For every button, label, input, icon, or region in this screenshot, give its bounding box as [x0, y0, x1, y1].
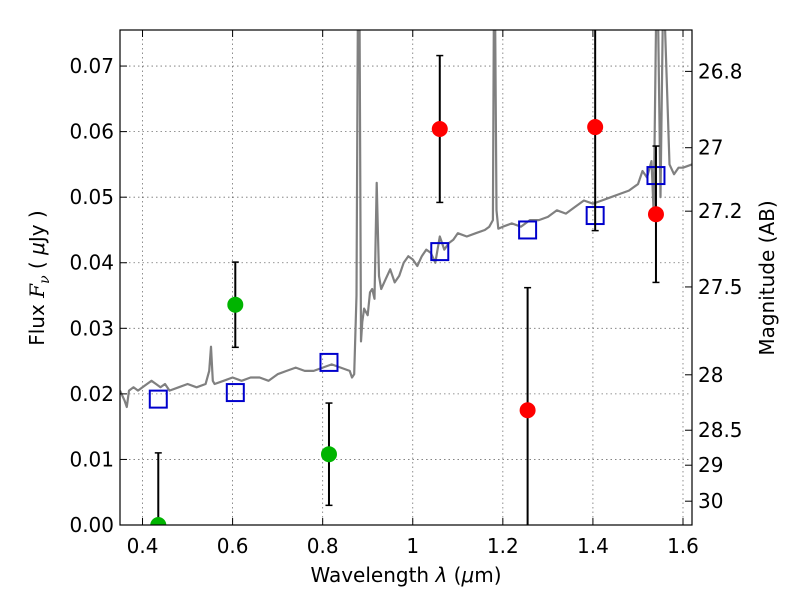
y-axis-label: Flux Fν ( μJy )	[25, 210, 53, 346]
model-photometry-square	[225, 383, 245, 403]
y-tick-label: 0.02	[69, 382, 114, 406]
y-tick-label: 0.01	[69, 447, 114, 471]
mag-tick-label: 27.2	[698, 199, 743, 223]
mag-tick-label: 29	[698, 453, 723, 477]
x-tick-label: 0.4	[127, 534, 159, 558]
mag-tick-label: 30	[698, 489, 723, 513]
y2-axis-label: Magnitude (AB)	[755, 200, 779, 355]
x-tick-label: 1.4	[577, 534, 609, 558]
mag-tick-label: 27	[698, 136, 723, 160]
y-tick-label: 0.00	[69, 513, 114, 537]
y-tick-label: 0.06	[69, 120, 114, 144]
x-tick-label: 0.8	[307, 534, 339, 558]
spectrum-line	[120, 30, 692, 409]
observed-point	[150, 517, 167, 525]
y-tick-label: 0.03	[69, 316, 114, 340]
x-tick-label: 1	[406, 534, 419, 558]
mag-tick-label: 26.8	[698, 59, 743, 83]
model-photometry-square	[518, 220, 538, 240]
y-tick-label: 0.05	[69, 185, 114, 209]
plot-frame	[119, 29, 693, 526]
x-tick-label: 0.6	[217, 534, 249, 558]
x-tick-label: 1.2	[487, 534, 519, 558]
model-photometry-square	[319, 352, 339, 372]
mag-tick-label: 28	[698, 363, 723, 387]
observed-point	[647, 206, 664, 223]
model-photometry-square	[148, 389, 168, 409]
observed-point	[431, 121, 448, 137]
y-tick-label: 0.07	[69, 54, 114, 78]
series-layer	[120, 30, 692, 525]
mag-tick-label: 27.5	[698, 275, 743, 299]
grid-layer	[120, 30, 692, 526]
x-tick-label: 1.6	[667, 534, 699, 558]
tick-layer: 0.4 0.6 0.8 1 1.2 1.4 1.6 0.00 0.01 0.02 0.03 0.04 0…	[69, 30, 743, 558]
observed-point	[227, 296, 244, 313]
mag-tick-label: 28.5	[698, 418, 743, 442]
observed-point	[587, 119, 604, 136]
y-tick-label: 0.04	[69, 251, 114, 275]
model-photometry-square	[430, 242, 450, 262]
x-axis-label: Wavelength λ (μm)	[310, 563, 501, 587]
observed-point	[519, 402, 536, 419]
observed-point	[320, 446, 337, 463]
